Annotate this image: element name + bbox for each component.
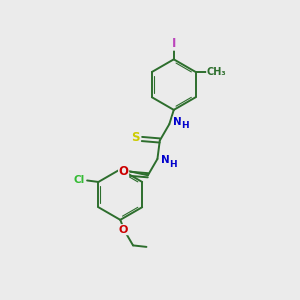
Text: O: O [118,225,128,235]
Text: H: H [169,160,177,169]
Text: CH₃: CH₃ [207,67,226,77]
Text: H: H [181,121,189,130]
Text: O: O [118,165,128,178]
Text: N: N [161,155,170,165]
Text: N: N [173,117,182,127]
Text: S: S [131,131,140,144]
Text: Cl: Cl [73,175,84,185]
Text: I: I [172,37,176,50]
